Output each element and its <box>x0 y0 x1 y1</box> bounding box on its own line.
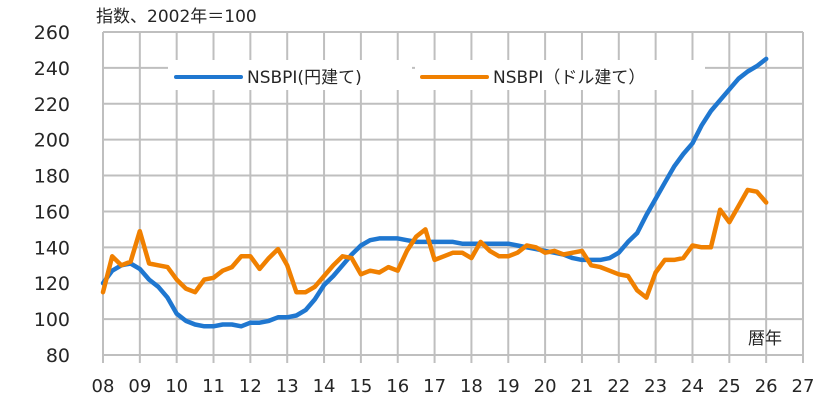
series-line-yen <box>100 56 769 329</box>
x-tick-label: 08 <box>92 376 115 397</box>
x-tick-label: 16 <box>386 376 409 397</box>
unit-label: 指数、2002年＝100 <box>96 7 257 27</box>
x-tick-label: 23 <box>644 376 667 397</box>
y-tick-label: 100 <box>34 309 70 331</box>
x-tick-label: 21 <box>570 376 593 397</box>
y-tick-label: 200 <box>34 130 70 152</box>
x-tick-label: 12 <box>239 376 262 397</box>
y-tick-label: 160 <box>34 201 70 223</box>
legend: NSBPI(円建て) NSBPI（ドル建て） <box>168 60 705 90</box>
x-tick-label: 24 <box>681 376 704 397</box>
y-tick-label: 80 <box>46 345 70 367</box>
grid <box>102 31 804 363</box>
x-tick-label: 20 <box>534 376 557 397</box>
x-tick-label: 10 <box>165 376 188 397</box>
x-tick-label: 14 <box>313 376 336 397</box>
x-tick-label: 09 <box>128 376 151 397</box>
x-axis-ticks: 08 09 10 11 12 13 14 15 16 17 18 19 20 21 22 23 24 25 26 27 <box>92 376 815 397</box>
series-line-dollar <box>100 187 769 300</box>
series-lines <box>100 56 769 329</box>
y-axis-ticks: 80 100 120 140 160 180 200 220 240 260 <box>34 22 70 367</box>
x-axis-label: 暦年 <box>748 329 782 349</box>
y-tick-label: 240 <box>34 58 70 80</box>
x-tick-label: 11 <box>202 376 225 397</box>
x-tick-label: 18 <box>460 376 483 397</box>
x-tick-label: 19 <box>497 376 520 397</box>
y-tick-label: 220 <box>34 94 70 116</box>
x-tick-label: 27 <box>792 376 815 397</box>
x-tick-label: 26 <box>755 376 778 397</box>
legend-label-dollar: NSBPI（ドル建て） <box>493 68 645 88</box>
y-tick-label: 120 <box>34 273 70 295</box>
y-tick-label: 180 <box>34 166 70 188</box>
legend-label-yen: NSBPI(円建て) <box>247 68 362 88</box>
y-tick-label: 260 <box>34 22 70 44</box>
x-tick-label: 22 <box>607 376 630 397</box>
x-tick-label: 15 <box>349 376 372 397</box>
y-tick-label: 140 <box>34 237 70 259</box>
x-tick-label: 25 <box>718 376 741 397</box>
x-tick-label: 17 <box>423 376 446 397</box>
x-tick-label: 13 <box>276 376 299 397</box>
